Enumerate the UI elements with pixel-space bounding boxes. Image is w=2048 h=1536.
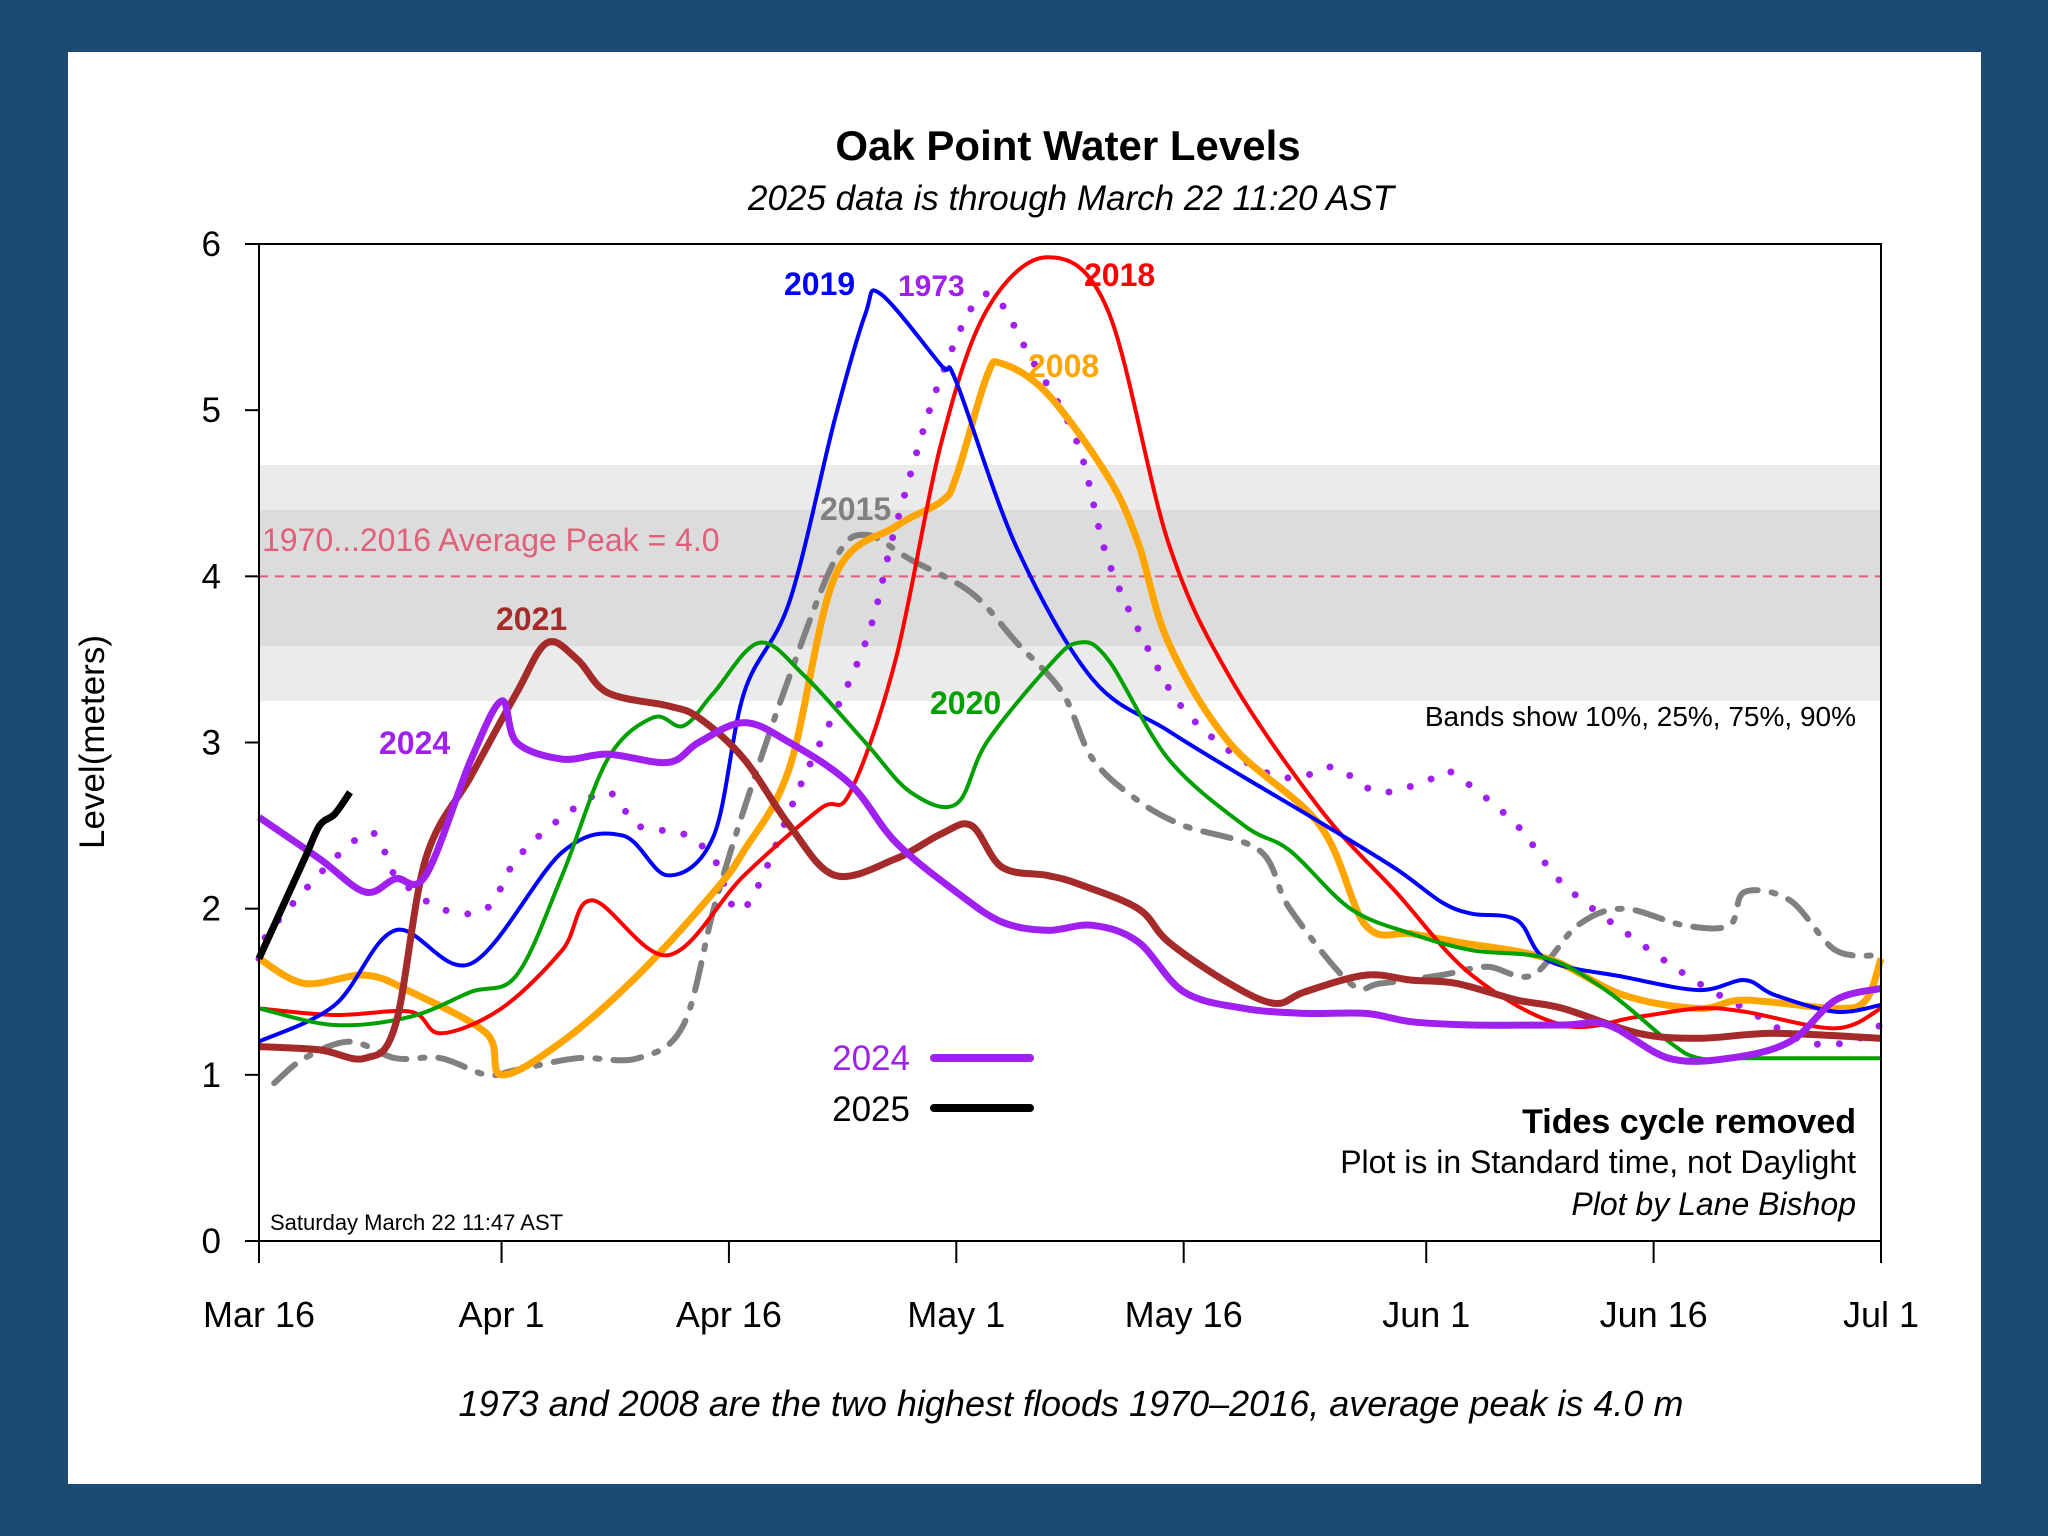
x-tick-label: Jun 1 — [1382, 1294, 1470, 1335]
percentile-bands — [259, 465, 1881, 701]
y-tick-label: 3 — [202, 724, 221, 763]
x-tick-label: Jun 16 — [1600, 1294, 1708, 1335]
series-line-2025 — [255, 790, 353, 960]
series-label-1973: 1973 — [898, 270, 965, 303]
legend-label-2024: 2024 — [832, 1039, 910, 1078]
series-line-2020 — [258, 640, 1881, 1062]
footer-note: 1973 and 2008 are the two highest floods… — [459, 1383, 1684, 1424]
series-label-2024: 2024 — [379, 725, 450, 761]
series-line-2019 — [258, 288, 1882, 1044]
chart-subtitle: 2025 data is through March 22 11:20 AST — [747, 179, 1397, 218]
tides-note: Tides cycle removed — [1522, 1103, 1856, 1141]
average-peak-label: 1970...2016 Average Peak = 4.0 — [262, 522, 720, 558]
series-label-2021: 2021 — [496, 601, 567, 637]
x-tick-label: May 16 — [1125, 1294, 1243, 1335]
chart-title: Oak Point Water Levels — [835, 122, 1300, 169]
series-line-2021 — [258, 638, 1882, 1063]
y-tick-label: 4 — [202, 557, 221, 596]
series-label-2020: 2020 — [930, 685, 1001, 721]
x-tick-label: Jul 1 — [1843, 1294, 1919, 1335]
x-tick-label: Apr 16 — [676, 1294, 782, 1335]
credit-note: Plot by Lane Bishop — [1571, 1186, 1856, 1222]
series-line-2024 — [257, 697, 1882, 1065]
series-label-2019: 2019 — [784, 266, 855, 302]
series-label-2018: 2018 — [1084, 257, 1155, 293]
x-axis: Mar 16 Apr 1 Apr 16 May 1 May 16 Jun 1 Jun 16 J… — [203, 1241, 1919, 1335]
x-tick-label: Apr 1 — [459, 1294, 545, 1335]
legend: 2024 2025 — [832, 1039, 1034, 1129]
y-tick-label: 5 — [202, 391, 221, 430]
y-tick-label: 1 — [202, 1056, 221, 1095]
x-tick-label: May 1 — [907, 1294, 1005, 1335]
x-tick-label: Mar 16 — [203, 1294, 315, 1335]
legend-label-2025: 2025 — [832, 1090, 910, 1129]
chart-panel — [68, 52, 1981, 1484]
y-tick-label: 2 — [202, 890, 221, 929]
series-lines — [255, 255, 1885, 1087]
timestamp-note: Saturday March 22 11:47 AST — [270, 1210, 563, 1235]
series-label-2008: 2008 — [1028, 348, 1099, 384]
band-25-75 — [259, 509, 1881, 647]
standard-time-note: Plot is in Standard time, not Daylight — [1340, 1144, 1856, 1180]
y-tick-label: 6 — [202, 225, 221, 264]
y-axis: 0 1 2 3 4 5 6 — [202, 225, 259, 1261]
series-label-2015: 2015 — [820, 491, 891, 527]
bands-note: Bands show 10%, 25%, 75%, 90% — [1425, 701, 1856, 732]
y-tick-label: 0 — [202, 1222, 221, 1261]
y-axis-label: Level(meters) — [73, 635, 112, 849]
